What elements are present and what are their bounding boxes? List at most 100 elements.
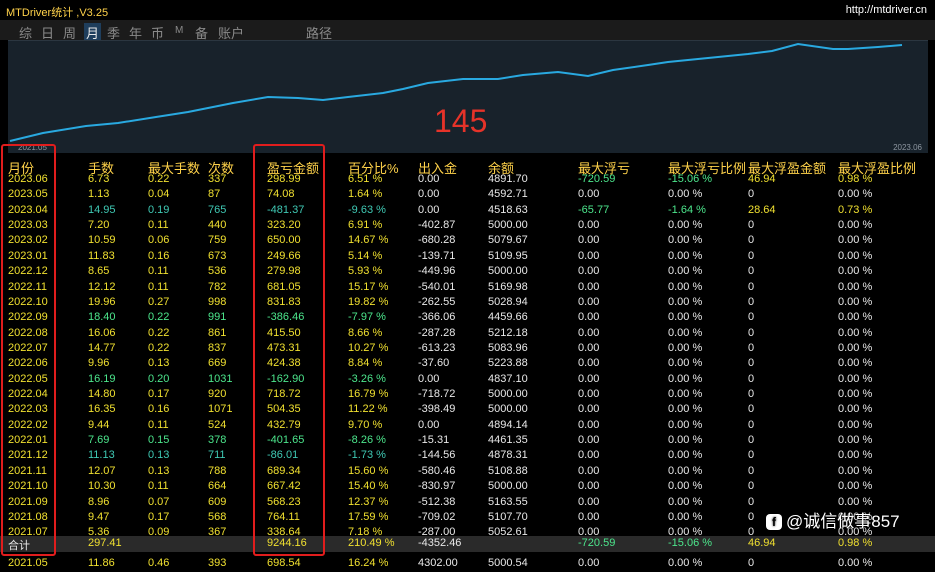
- cell-balance: 5108.88: [488, 464, 528, 477]
- table-row[interactable]: 2023.01 11.83 0.16 673 249.66 5.14 % -139.71 51…: [0, 249, 935, 265]
- cell-balance: 4461.35: [488, 434, 528, 447]
- cell-month: 2021.09: [8, 495, 48, 508]
- tab-path[interactable]: 路径: [306, 26, 333, 41]
- table-row[interactable]: 2021.10 10.30 0.11 664 667.42 15.40 % -830.97 5…: [0, 479, 935, 495]
- cell-month: 2021.12: [8, 449, 48, 462]
- table-row[interactable]: 2021.09 8.96 0.07 609 568.23 12.37 % -512.38 51…: [0, 495, 935, 511]
- table-row[interactable]: 2022.03 16.35 0.16 1071 504.35 11.22 % -398.49…: [0, 402, 935, 418]
- website-link[interactable]: http://mtdriver.cn: [845, 4, 927, 16]
- cell-month: 2023.01: [8, 249, 48, 262]
- cell-month: 2022.05: [8, 372, 48, 385]
- table-row[interactable]: 2021.12 11.13 0.13 711 -86.01 -1.73 % -144.56 4…: [0, 448, 935, 464]
- cell-balance: 5109.95: [488, 249, 528, 262]
- cell-max-float-loss: 0.00: [578, 418, 600, 431]
- table-row[interactable]: 2021.07 5.36 0.09 367 338.64 7.18 % -287.00 505…: [0, 525, 935, 541]
- cell-trades: 920: [208, 388, 227, 401]
- cell-max-float-loss-ratio: -1.64 %: [668, 203, 706, 216]
- table-row[interactable]: 2022.01 7.69 0.15 378 -401.65 -8.26 % -15.31 44…: [0, 433, 935, 449]
- col-max-float-profit-ratio[interactable]: 最大浮盈比例: [838, 161, 917, 176]
- equity-curve-line: [9, 42, 903, 142]
- tab-m[interactable]: M: [175, 25, 184, 36]
- table-row[interactable]: 2021.05 11.86 0.46 393 698.54 16.24 % 4302.00 5…: [0, 556, 935, 572]
- cell-lots: 6.73: [88, 173, 110, 185]
- tab-day[interactable]: 日: [41, 26, 55, 41]
- cell-month: 2022.07: [8, 341, 48, 354]
- cell-max-float-loss-ratio: 0.00 %: [668, 526, 703, 539]
- cell-max-float-profit-ratio: 0.00 %: [838, 326, 873, 339]
- cell-percent: 10.27 %: [348, 341, 389, 354]
- table-row[interactable]: 2023.03 7.20 0.11 440 323.20 6.91 % -402.87 500…: [0, 218, 935, 234]
- cell-max-float-loss-ratio: 0.00 %: [668, 480, 703, 493]
- cell-percent: 8.84 %: [348, 357, 383, 370]
- table-row[interactable]: 2022.11 12.12 0.11 782 681.05 15.17 % -540.01 5…: [0, 280, 935, 296]
- tab-note[interactable]: 备: [195, 26, 209, 41]
- cell-max-float-profit-ratio: 0.98 %: [838, 173, 873, 185]
- table-row[interactable]: 2022.07 14.77 0.22 837 473.31 10.27 % -613.23 5…: [0, 341, 935, 357]
- cell-max-float-profit-ratio: 0.00 %: [838, 526, 873, 539]
- table-row[interactable]: 2023.06 6.73 0.22 337 298.99 6.51 % 0.00 4891.7…: [0, 172, 935, 188]
- equity-curve-svg: [9, 42, 903, 142]
- cell-lots: 9.96: [88, 357, 110, 370]
- cell-percent: 7.18 %: [348, 526, 383, 539]
- table-row[interactable]: 2021.08 9.47 0.17 568 764.11 17.59 % -709.02 51…: [0, 510, 935, 526]
- table-row[interactable]: 2022.08 16.06 0.22 861 415.50 8.66 % -287.28 52…: [0, 326, 935, 342]
- table-row[interactable]: 2022.04 14.80 0.17 920 718.72 16.79 % -718.72 5…: [0, 387, 935, 403]
- period-tab-bar: 综 日 周 月 季 年 币 M 备 账户 路径: [0, 20, 935, 42]
- table-row[interactable]: 2022.05 16.19 0.20 1031 -162.90 -3.26 % 0.00 48…: [0, 372, 935, 388]
- cell-max-lots: 0.11: [148, 280, 169, 293]
- cell-max-float-loss-ratio: 0.00 %: [668, 311, 703, 324]
- col-lots[interactable]: 手数: [88, 161, 115, 176]
- table-row[interactable]: 2021.11 12.07 0.13 788 689.34 15.60 % -580.46 5…: [0, 464, 935, 480]
- col-deposit[interactable]: 出入金: [418, 161, 458, 176]
- cell-month: 2022.06: [8, 357, 48, 370]
- cell-max-float-loss: 0.00: [578, 249, 600, 262]
- table-row[interactable]: 2023.05 1.13 0.04 87 74.08 1.64 % 0.00 4592.71 0…: [0, 187, 935, 203]
- cell-lots: 9.47: [88, 510, 110, 523]
- cell-percent: 6.51 %: [348, 173, 383, 185]
- cell-profit: -162.90: [267, 372, 305, 385]
- cell-month: 2021.07: [8, 526, 48, 539]
- table-row[interactable]: 2022.12 8.65 0.11 536 279.98 5.93 % -449.96 500…: [0, 264, 935, 280]
- col-max-float-profit[interactable]: 最大浮盈金额: [748, 161, 827, 176]
- cell-max-float-profit: 0: [748, 357, 755, 370]
- cell-trades: 788: [208, 464, 227, 477]
- cell-month: 2021.11: [8, 464, 47, 477]
- table-row[interactable]: 2022.09 18.40 0.22 991 -386.46 -7.97 % -366.06…: [0, 310, 935, 326]
- cell-month: 2022.09: [8, 311, 48, 324]
- col-profit[interactable]: 盈亏金额: [267, 161, 320, 176]
- table-row[interactable]: 2023.04 14.95 0.19 765 -481.37 -9.63 % 0.00 451…: [0, 203, 935, 219]
- table-row[interactable]: 2022.10 19.96 0.27 998 831.83 19.82 % -262.55 5…: [0, 295, 935, 311]
- table-row[interactable]: 2022.02 9.44 0.11 524 432.79 9.70 % 0.00 4894.1…: [0, 418, 935, 434]
- cell-balance: 5169.98: [488, 280, 528, 293]
- col-percent[interactable]: 百分比%: [348, 161, 399, 176]
- col-trades[interactable]: 次数: [208, 161, 235, 176]
- watermark-text: @诚信做事857: [786, 512, 900, 531]
- cell-max-lots: 0.04: [148, 188, 170, 201]
- cell-trades: 524: [208, 418, 227, 431]
- tab-year[interactable]: 年: [129, 26, 143, 41]
- tab-week[interactable]: 周: [63, 26, 77, 41]
- cell-lots: 10.59: [88, 234, 116, 247]
- col-max-float-loss[interactable]: 最大浮亏: [578, 161, 631, 176]
- col-max-float-loss-ratio[interactable]: 最大浮亏比例: [668, 161, 747, 176]
- col-month[interactable]: 月份: [8, 161, 35, 176]
- cell-trades: 378: [208, 434, 227, 447]
- tab-overview[interactable]: 综: [19, 26, 33, 41]
- cell-profit: 504.35: [267, 403, 301, 416]
- tab-account[interactable]: 账户: [218, 26, 245, 41]
- cell-percent: 8.66 %: [348, 326, 383, 339]
- table-row[interactable]: 2023.02 10.59 0.06 759 650.00 14.67 % -680.28 5…: [0, 233, 935, 249]
- col-max-lots[interactable]: 最大手数: [148, 161, 201, 176]
- cell-percent: -3.26 %: [348, 372, 386, 385]
- cell-max-float-loss-ratio: 0.00 %: [668, 510, 703, 523]
- tab-quarter[interactable]: 季: [107, 26, 121, 41]
- table-row[interactable]: 2022.06 9.96 0.13 669 424.38 8.84 % -37.60 5223…: [0, 356, 935, 372]
- col-balance[interactable]: 余额: [488, 161, 515, 176]
- cell-max-float-loss-ratio: 0.00 %: [668, 341, 703, 354]
- tab-month[interactable]: 月: [84, 23, 102, 42]
- total-lots: 297.41: [88, 537, 122, 549]
- cell-lots: 12.12: [88, 280, 116, 293]
- cell-max-float-profit: 0: [748, 372, 755, 385]
- cell-max-float-loss: 0.00: [578, 188, 600, 201]
- tab-currency[interactable]: 币: [151, 26, 165, 41]
